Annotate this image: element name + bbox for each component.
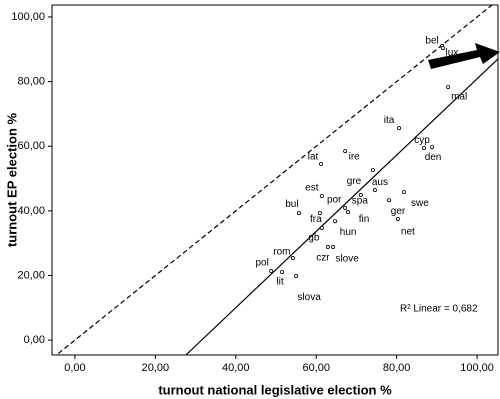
point-label: fra [310,214,322,225]
point [319,193,324,198]
point [333,219,338,224]
point-label: hun [340,227,357,238]
point-label: bel [425,36,438,47]
point [397,126,402,131]
plot-frame [51,4,499,356]
y-tick-label: 0,00 [24,334,45,346]
point-label: gb [308,233,320,244]
point [280,269,285,274]
point [422,146,427,151]
point-label: est [305,183,319,194]
point [294,274,299,279]
point [319,162,324,167]
point [345,210,350,215]
point [401,190,406,195]
x-tick-label: 40,00 [222,362,250,374]
x-tick-label: 60,00 [302,362,330,374]
arrow [428,43,500,69]
point [343,149,348,154]
y-tick-label: 40,00 [17,205,45,217]
y-tick-label: 80,00 [17,75,45,87]
point-label: pol [255,258,268,269]
x-tick-label: 20,00 [142,362,170,374]
point-label: por [327,195,342,206]
plot-area [55,5,498,355]
point-label: slova [297,292,321,303]
x-tick-label: 0,00 [64,362,85,374]
y-tick-label: 20,00 [17,269,45,281]
point-label: ire [349,152,361,163]
point-label: net [401,227,415,238]
point-label: ita [384,115,395,126]
point-label: fin [359,214,370,225]
point [290,256,295,261]
x-tick-label: 100,00 [460,362,494,374]
point [430,145,435,150]
point [358,193,363,198]
point-label: spa [352,196,369,207]
point [372,188,377,193]
annotation: R² Linear = 0,682 [400,304,478,315]
point [319,225,324,230]
point-label: den [425,152,442,163]
point-label: slove [335,254,359,265]
point [317,211,322,216]
y-tick-label: 100,00 [11,11,45,23]
point [269,268,274,273]
point-label: aus [372,177,388,188]
x-axis-label: turnout national legislative election % [158,382,392,397]
point [331,245,336,250]
point-label: gre [347,176,362,187]
point-label: bul [285,199,298,210]
point-label: mal [451,92,467,103]
point [395,216,400,221]
point [440,45,445,50]
point [446,85,451,90]
point-label: swe [411,198,429,209]
y-axis-label: turnout EP election % [4,113,19,248]
point-label: lat [308,152,319,163]
fit-line [185,58,498,355]
point [325,245,330,250]
point-label: cyp [414,135,430,146]
point [343,205,348,210]
identity-line [55,5,493,355]
point-label: czr [316,253,330,264]
point-label: lit [276,277,283,288]
point-label: rom [273,247,290,258]
point [387,198,392,203]
x-tick-label: 80,00 [383,362,411,374]
point-label: ger [391,206,406,217]
point [296,211,301,216]
point-label: lux [446,48,459,59]
point [370,168,375,173]
y-tick-label: 60,00 [17,140,45,152]
